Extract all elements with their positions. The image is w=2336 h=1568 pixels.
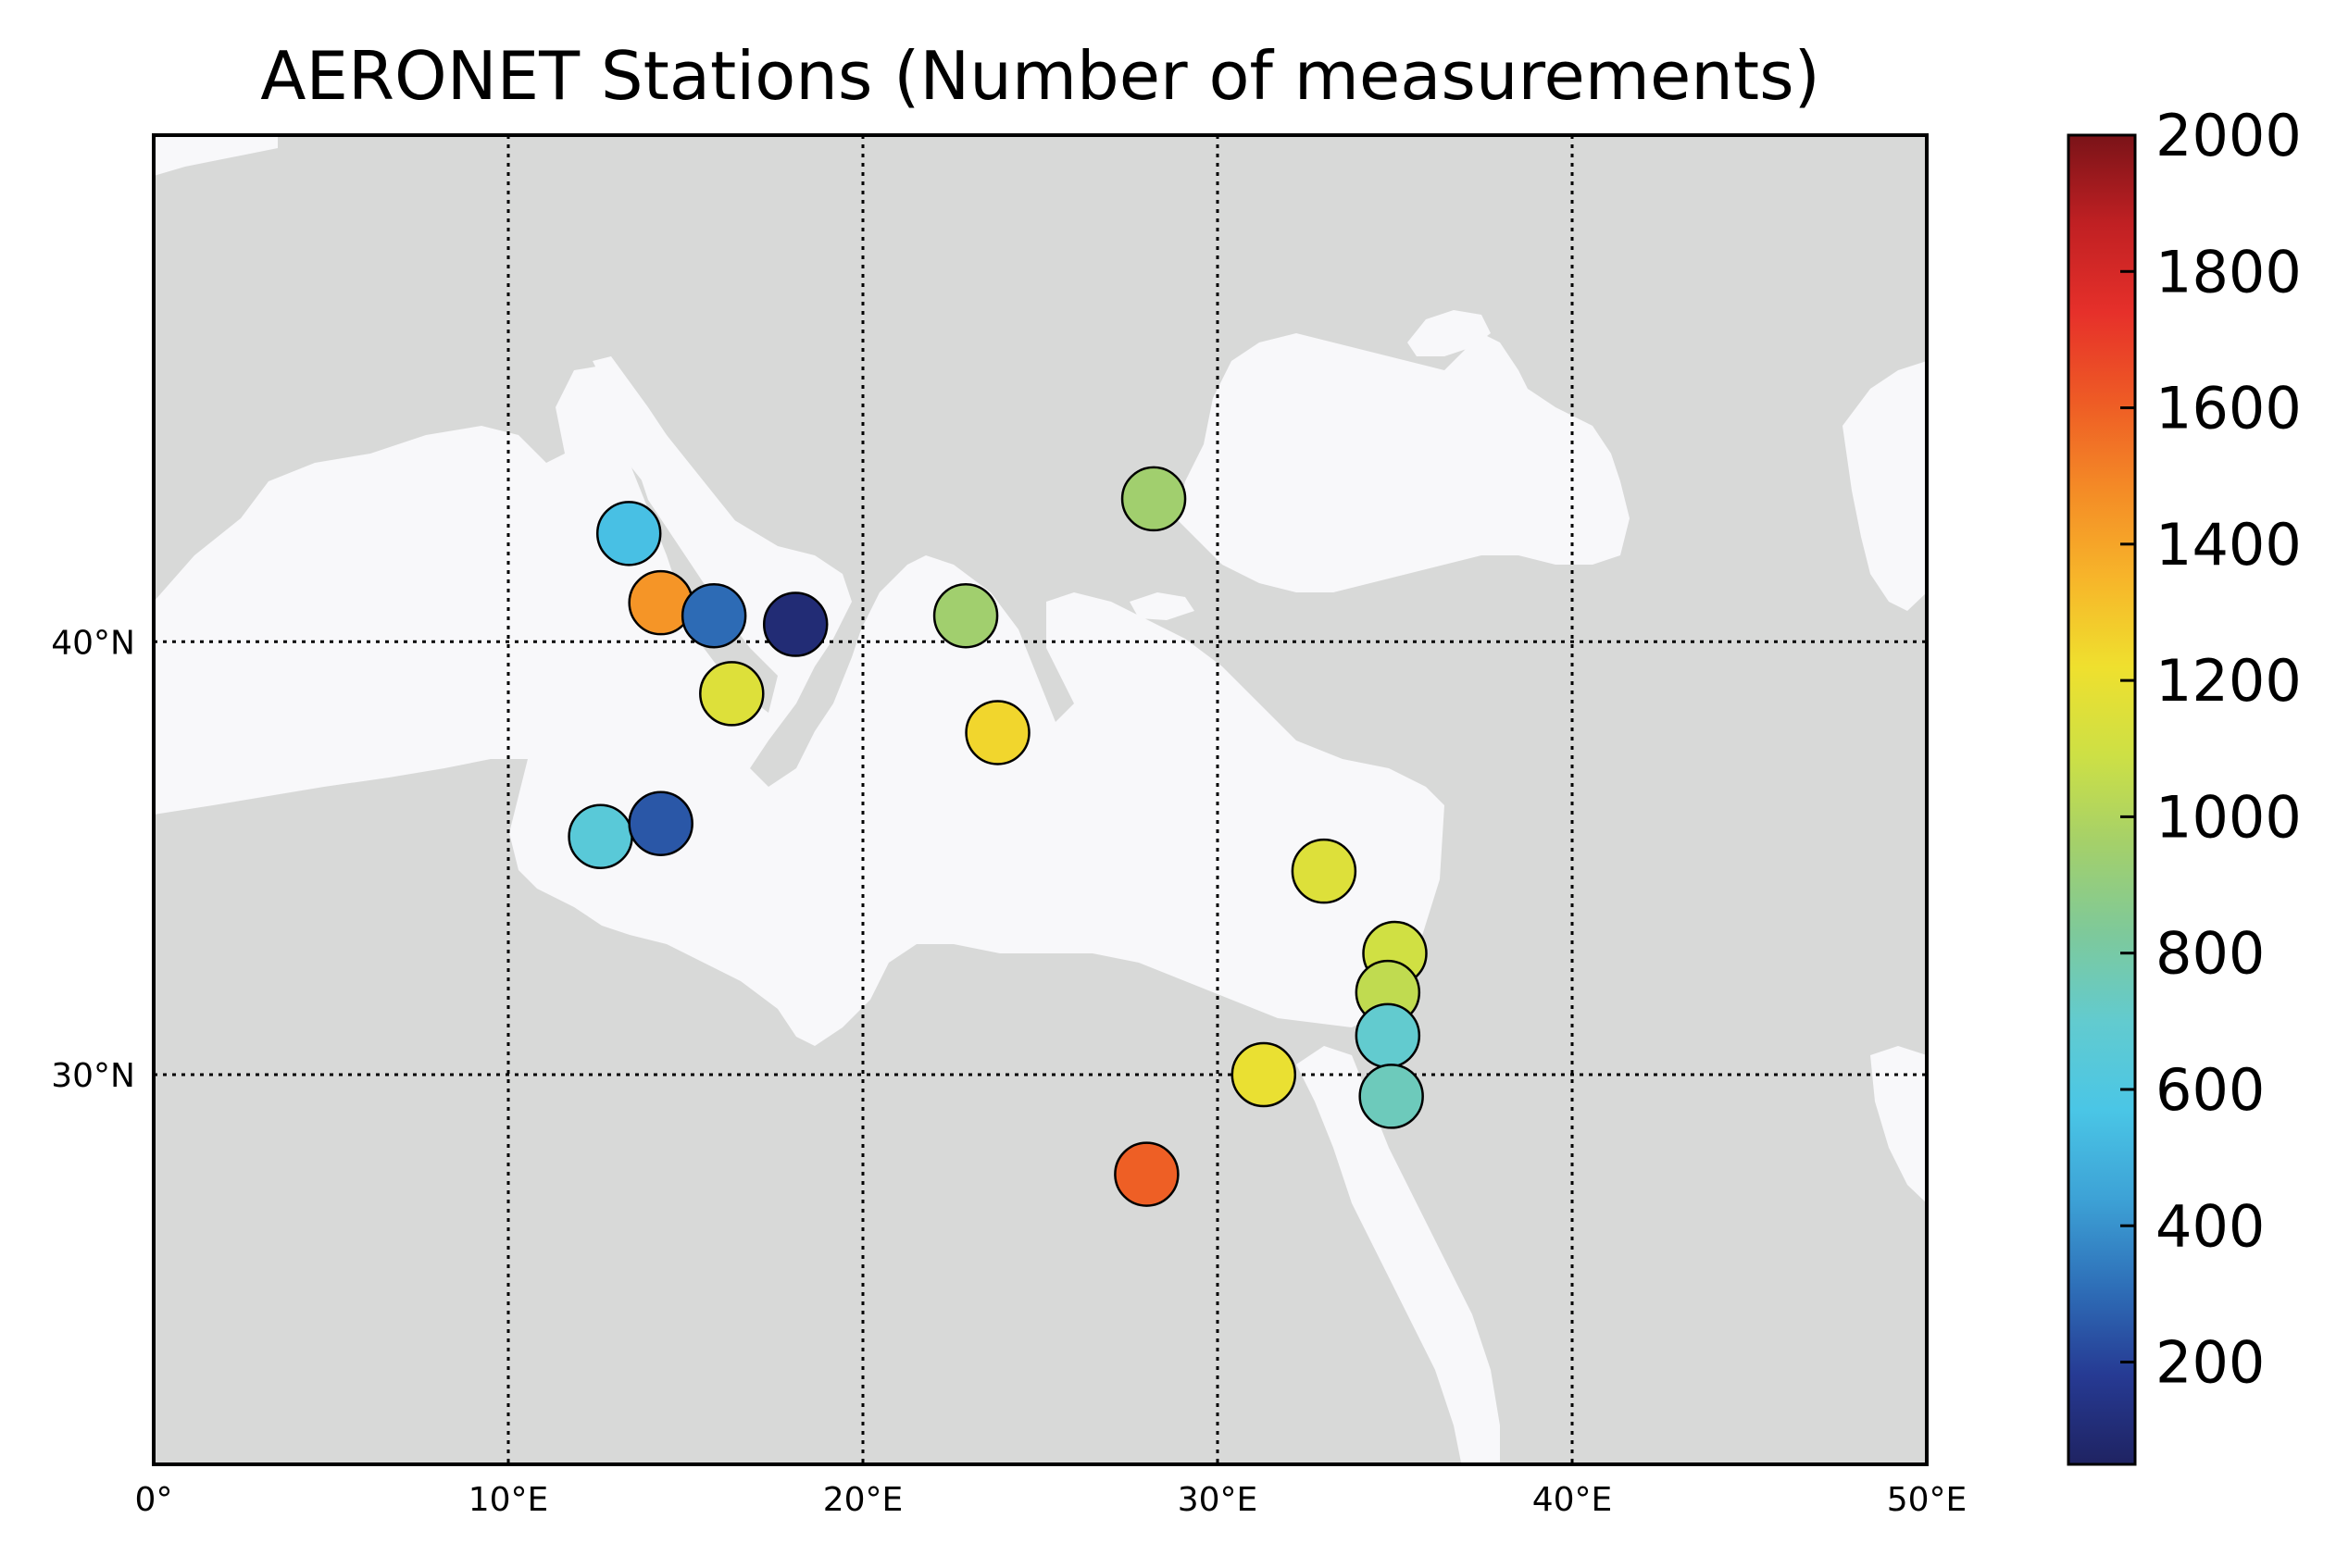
longitude-ticks: 0° 10°E 20°E 30°E 40°E 50°E: [135, 1481, 1967, 1519]
colorbar-tick-label: 2000: [2155, 102, 2302, 169]
colorbar-tick-label: 1800: [2155, 238, 2302, 305]
longitude-tick-label: 0°: [135, 1481, 173, 1519]
latitude-tick-label: 30°N: [51, 1057, 135, 1095]
station-marker[interactable]: [965, 700, 1031, 765]
red-sea: [1296, 1046, 1500, 1464]
adriatic-sea: [574, 366, 815, 639]
station-marker[interactable]: [1114, 1141, 1180, 1207]
station-marker[interactable]: [681, 582, 747, 649]
colorbar: 200 400 600 800 1000 1200 1400 1600 1800 2000: [2067, 102, 2302, 1466]
longitude-tick-label: 30°E: [1178, 1481, 1258, 1519]
colorbar-gradient: [2067, 133, 2137, 1466]
station-marker[interactable]: [568, 803, 633, 870]
colorbar-tick-label: 1200: [2155, 647, 2302, 715]
station-marker[interactable]: [762, 591, 829, 657]
station-marker[interactable]: [1291, 838, 1357, 904]
map-frame: [152, 133, 1929, 1466]
station-marker[interactable]: [595, 501, 662, 566]
longitude-tick-label: 20°E: [823, 1481, 904, 1519]
sea-of-azov: [1407, 310, 1491, 356]
colorbar-tick-label: 600: [2155, 1056, 2265, 1124]
colorbar-tick-label: 800: [2155, 920, 2265, 988]
longitude-tick-label: 50°E: [1887, 1481, 1967, 1519]
caspian-sea: [1843, 361, 1927, 611]
map-title: AERONET Stations (Number of measurements…: [260, 37, 1820, 115]
station-marker[interactable]: [1358, 1064, 1424, 1129]
station-marker[interactable]: [628, 790, 693, 856]
sea-of-marmara: [1130, 592, 1194, 620]
colorbar-tick-label: 1600: [2155, 375, 2302, 442]
colorbar-ticks: 200 400 600 800 1000 1200 1400 1600 1800 2000: [2120, 102, 2302, 1397]
colorbar-tick-label: 200: [2155, 1329, 2265, 1397]
black-sea: [1176, 333, 1630, 592]
colorbar-tick-label: 1000: [2155, 783, 2302, 851]
latitude-ticks: 40°N 30°N: [51, 624, 135, 1095]
tyrrhenian-sea: [463, 435, 648, 750]
persian-gulf: [1870, 1046, 1927, 1203]
north-sea-edge: [154, 135, 278, 176]
station-marker[interactable]: [1355, 1002, 1421, 1069]
station-marker[interactable]: [1120, 466, 1187, 532]
map-area: [154, 135, 1927, 1464]
longitude-tick-label: 40°E: [1532, 1481, 1613, 1519]
colorbar-tick-label: 1400: [2155, 511, 2302, 579]
stations-layer: [568, 466, 1428, 1207]
station-marker[interactable]: [1230, 1041, 1297, 1108]
station-marker[interactable]: [932, 582, 999, 649]
station-marker[interactable]: [699, 661, 765, 727]
longitude-tick-label: 10°E: [468, 1481, 549, 1519]
colorbar-tick-label: 400: [2155, 1192, 2265, 1260]
latitude-tick-label: 40°N: [51, 624, 135, 662]
